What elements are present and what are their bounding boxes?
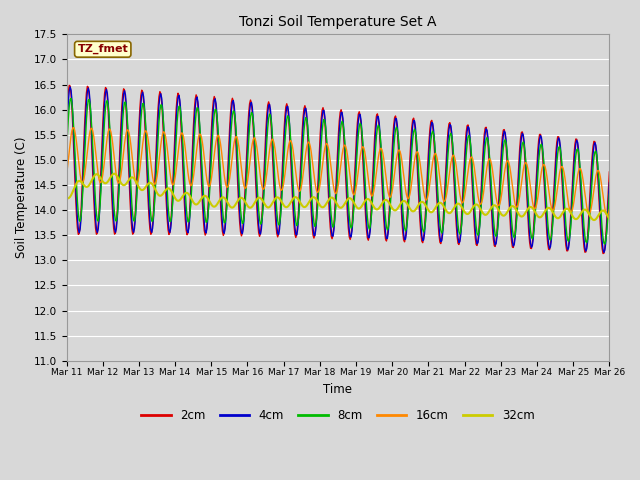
4cm bbox=[63, 135, 70, 141]
32cm bbox=[309, 194, 317, 200]
32cm bbox=[63, 195, 70, 201]
16cm bbox=[309, 164, 317, 169]
32cm bbox=[111, 171, 118, 177]
8cm bbox=[203, 219, 211, 225]
16cm bbox=[472, 180, 480, 185]
2cm bbox=[426, 126, 434, 132]
16cm bbox=[383, 185, 391, 191]
2cm bbox=[309, 232, 317, 238]
Legend: 2cm, 4cm, 8cm, 16cm, 32cm: 2cm, 4cm, 8cm, 16cm, 32cm bbox=[137, 404, 540, 427]
Line: 16cm: 16cm bbox=[67, 128, 609, 216]
8cm bbox=[472, 224, 480, 229]
2cm bbox=[599, 251, 607, 256]
32cm bbox=[605, 216, 613, 222]
4cm bbox=[600, 250, 608, 255]
4cm bbox=[159, 122, 167, 128]
32cm bbox=[383, 198, 391, 204]
16cm bbox=[604, 213, 611, 218]
2cm bbox=[63, 121, 70, 127]
8cm bbox=[159, 119, 167, 124]
32cm bbox=[203, 194, 211, 200]
8cm bbox=[605, 191, 613, 197]
4cm bbox=[67, 84, 74, 90]
8cm bbox=[63, 151, 70, 156]
8cm bbox=[601, 241, 609, 247]
8cm bbox=[67, 96, 75, 101]
8cm bbox=[383, 227, 391, 233]
2cm bbox=[383, 234, 391, 240]
2cm bbox=[472, 241, 480, 247]
2cm bbox=[605, 169, 613, 175]
16cm bbox=[605, 206, 613, 212]
2cm bbox=[203, 221, 211, 227]
4cm bbox=[309, 226, 317, 231]
16cm bbox=[63, 172, 70, 178]
32cm bbox=[159, 190, 167, 196]
16cm bbox=[70, 125, 77, 131]
Y-axis label: Soil Temperature (C): Soil Temperature (C) bbox=[15, 137, 28, 258]
32cm bbox=[426, 209, 434, 215]
Line: 4cm: 4cm bbox=[67, 87, 609, 252]
8cm bbox=[426, 149, 434, 155]
Line: 8cm: 8cm bbox=[67, 98, 609, 244]
4cm bbox=[383, 236, 391, 241]
16cm bbox=[159, 129, 167, 135]
4cm bbox=[472, 236, 480, 242]
X-axis label: Time: Time bbox=[323, 383, 353, 396]
4cm bbox=[426, 135, 434, 141]
4cm bbox=[203, 225, 211, 231]
16cm bbox=[203, 177, 211, 183]
Title: Tonzi Soil Temperature Set A: Tonzi Soil Temperature Set A bbox=[239, 15, 436, 29]
16cm bbox=[426, 180, 434, 186]
32cm bbox=[472, 202, 480, 207]
2cm bbox=[65, 83, 73, 88]
8cm bbox=[309, 211, 317, 216]
Text: TZ_fmet: TZ_fmet bbox=[77, 44, 128, 54]
4cm bbox=[605, 180, 613, 186]
Line: 32cm: 32cm bbox=[67, 174, 609, 220]
32cm bbox=[590, 217, 598, 223]
2cm bbox=[159, 133, 167, 139]
Line: 2cm: 2cm bbox=[67, 85, 609, 253]
